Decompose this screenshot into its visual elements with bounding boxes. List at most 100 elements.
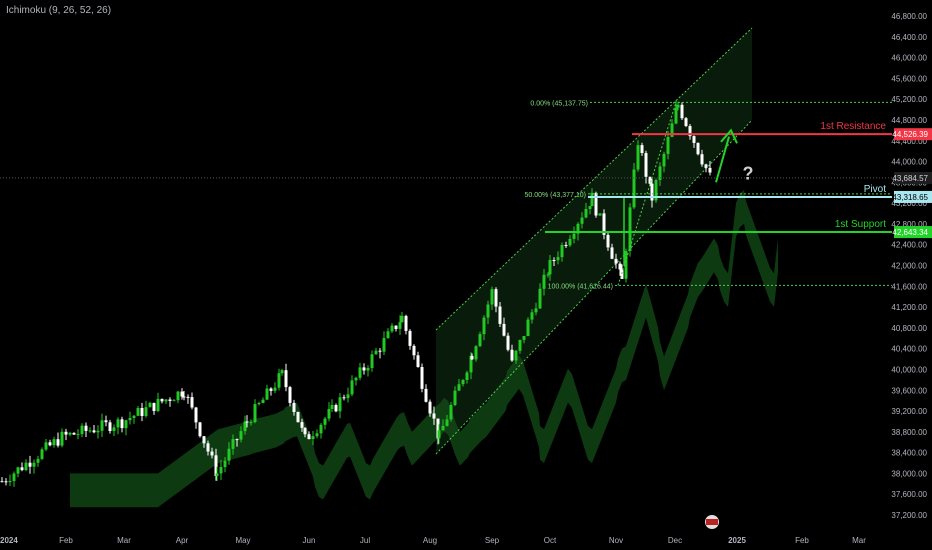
candle-body (140, 408, 144, 416)
price-tick: 46,800.00 (891, 12, 927, 21)
candle-body (390, 325, 394, 332)
candle-body (366, 368, 370, 371)
price-tag (894, 128, 932, 141)
candle-body (632, 169, 636, 208)
price-tick: 41,200.00 (891, 303, 927, 312)
time-tick: Sep (485, 536, 500, 545)
price-tick: 37,600.00 (891, 490, 927, 499)
candle-body (223, 460, 227, 468)
candle-body (618, 263, 622, 270)
candle-body (526, 319, 530, 336)
candle-body (20, 467, 24, 471)
candle-body (420, 367, 424, 389)
channel-upper-line (435, 27, 753, 331)
candle-body (382, 338, 386, 352)
candle-body (330, 405, 334, 409)
candle-body (92, 430, 96, 433)
price-tick: 42,400.00 (891, 241, 927, 250)
fib-diagonal (617, 102, 677, 286)
time-tick: May (235, 536, 250, 545)
candle-body (412, 345, 416, 356)
time-tick: Mar (117, 536, 131, 545)
price-tick: 44,000.00 (891, 158, 927, 167)
price-tick: 43,200.00 (891, 199, 927, 208)
candle-body (132, 415, 136, 418)
candle-body (104, 420, 108, 423)
overlays: 0.00% (45,137.75) 50.00% (43,377.10) 100.0… (0, 100, 892, 290)
candle-body (590, 192, 594, 207)
candle-body (436, 418, 440, 439)
time-tick: 2025 (728, 536, 746, 545)
candle-body (84, 425, 88, 431)
candle-body (156, 398, 160, 411)
candle-body (346, 394, 350, 399)
candle-body (560, 245, 564, 258)
candle-body (490, 289, 494, 305)
candle-body (342, 397, 346, 399)
candle-body (674, 107, 678, 124)
candle-body (239, 431, 243, 440)
candle-body (474, 346, 478, 360)
candle-body (662, 153, 666, 167)
candle-body (424, 388, 428, 402)
candle-body (676, 104, 680, 108)
time-tick: Dec (668, 536, 682, 545)
time-tick: 2024 (0, 536, 18, 545)
candle-body (486, 304, 490, 318)
candle-body (506, 335, 510, 350)
candle-body (28, 462, 32, 467)
price-tick: 44,800.00 (891, 116, 927, 125)
candle-body (56, 439, 60, 446)
candle-body (469, 355, 473, 373)
candle-body (606, 234, 610, 248)
level-label-1: Pivot (864, 184, 886, 195)
candle-body (120, 419, 124, 429)
channel-lower-line (435, 119, 753, 455)
candle-body (327, 409, 331, 419)
candle-body (323, 418, 327, 425)
candle-body (235, 439, 239, 441)
candle-body (461, 380, 465, 385)
candle-body (16, 467, 20, 474)
fib-label: 50.00% (43,377.10) (525, 192, 587, 199)
candle-body (568, 238, 572, 246)
candle-body (680, 104, 684, 119)
candle-body (12, 473, 16, 481)
candle-body (257, 403, 261, 405)
candle-body (72, 432, 76, 435)
candle-body (688, 126, 692, 137)
price-tag (894, 171, 932, 184)
candle-body (400, 315, 404, 323)
candle-body (68, 432, 72, 435)
candle-body (514, 350, 518, 361)
candle-body (602, 213, 606, 235)
candle-body (614, 258, 618, 264)
channel-fill (436, 28, 752, 454)
candle-body (96, 430, 100, 433)
candle-body (243, 421, 247, 432)
candle-body (530, 312, 534, 320)
candle-body (437, 430, 441, 439)
candle-body (319, 424, 323, 434)
candle-body (160, 398, 164, 402)
candle-body (265, 388, 269, 400)
candle-body (168, 399, 172, 401)
candle-body (288, 387, 292, 403)
price-tag-label: 43,318.65 (892, 193, 928, 202)
candle-body (311, 436, 315, 440)
price-tick: 46,000.00 (891, 54, 927, 63)
price-tick: 38,400.00 (891, 449, 927, 458)
price-tick: 39,600.00 (891, 386, 927, 395)
candle-body (704, 164, 708, 168)
candle-body (136, 408, 140, 416)
price-tick: 42,800.00 (891, 220, 927, 229)
candle-body (510, 349, 514, 361)
indicator-label[interactable]: Ichimoku (9, 26, 52, 26) (6, 5, 112, 16)
candle-body (176, 391, 180, 401)
candle-body (0, 481, 4, 483)
price-tick: 39,200.00 (891, 407, 927, 416)
candle-body (338, 397, 342, 412)
candle-body (202, 436, 206, 444)
candle-body (144, 407, 148, 416)
